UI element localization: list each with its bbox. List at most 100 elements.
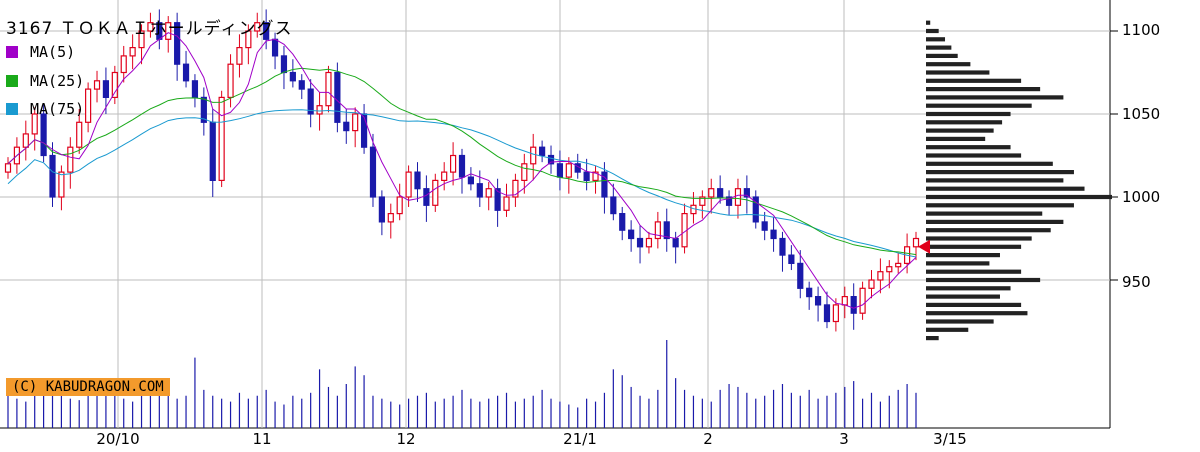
ma5-line [7, 32, 917, 309]
candle-body [280, 55, 288, 74]
profile-bar [926, 253, 1000, 258]
candle-body [263, 22, 270, 40]
candle-body [102, 80, 110, 99]
profile-bar [926, 211, 1043, 216]
candle-body [503, 196, 510, 211]
candle-body [387, 213, 394, 223]
x-tick-label: 3/15 [933, 430, 967, 448]
candle-body [111, 71, 118, 98]
ma75-line [7, 109, 917, 258]
candle-body [182, 63, 190, 82]
candle-body [254, 22, 261, 32]
candle-body [814, 296, 822, 306]
candle-body [645, 237, 653, 248]
candle-body [414, 171, 421, 190]
ma25-line [7, 67, 917, 256]
candle-body [895, 262, 902, 268]
candle-body [76, 121, 83, 148]
profile-bar [926, 45, 952, 50]
candle-body [601, 171, 608, 198]
profile-bar [926, 219, 1064, 224]
candle-body [734, 188, 742, 206]
candle-body [752, 196, 759, 223]
candle-body [512, 179, 519, 198]
profile-bar [926, 87, 1041, 92]
candle-body [147, 22, 154, 32]
candle-body [85, 88, 92, 123]
candle-body [868, 279, 875, 289]
profile-bar [926, 153, 1022, 158]
x-tick-label: 2 [703, 430, 713, 448]
profile-bar [926, 161, 1053, 166]
profile-bar [926, 20, 931, 25]
legend-ma5-swatch [6, 46, 18, 58]
profile-bar [926, 170, 1074, 175]
candle-body [797, 262, 804, 289]
candle-body [699, 196, 706, 206]
legend-ma25-label: MA(25) [30, 72, 85, 90]
x-tick-label: 12 [396, 430, 416, 448]
candle-body [227, 63, 234, 98]
candle-body [334, 71, 341, 123]
candle-body [271, 38, 279, 57]
candle-body [628, 229, 635, 240]
candle-body [22, 133, 29, 148]
candle-body [565, 163, 572, 178]
profile-bar [926, 111, 1011, 117]
legend-ma5: MA(5) [6, 43, 75, 61]
candle-body [129, 46, 136, 57]
y-tick-label: 1000 [1122, 188, 1161, 206]
profile-bar [926, 145, 1011, 150]
candle-body [788, 254, 795, 265]
candle-body [31, 113, 38, 135]
legend-ma5-label: MA(5) [30, 43, 76, 61]
legend-ma25-swatch [6, 75, 18, 87]
candle-body [485, 188, 492, 198]
candle-body [58, 171, 65, 198]
candle-body [396, 196, 403, 215]
candle-body [494, 188, 501, 211]
candle-body [467, 176, 475, 185]
profile-bar [926, 236, 1032, 241]
candle-body [672, 237, 679, 248]
profile-bar [926, 336, 939, 341]
candle-body [636, 237, 644, 248]
candle-body [378, 196, 385, 223]
candle-body [476, 183, 483, 198]
candle-body [850, 296, 857, 314]
candle-body [743, 188, 750, 198]
candle-body [779, 237, 786, 256]
profile-bar [926, 269, 1022, 274]
candle-body [841, 296, 848, 306]
candle-body [325, 71, 332, 107]
candle-body [583, 171, 590, 182]
profile-bar [926, 302, 1022, 307]
y-tick-label: 1100 [1122, 21, 1161, 39]
profile-bar [926, 178, 1064, 183]
profile-bar [926, 327, 969, 332]
profile-bar [926, 53, 958, 58]
candle-body [138, 30, 145, 49]
legend-ma75-swatch [6, 103, 18, 115]
profile-bar [926, 78, 1022, 83]
candle-body [449, 154, 457, 173]
legend-ma75: MA(75) [6, 100, 84, 118]
candle-body [93, 80, 101, 90]
candle-body [521, 163, 528, 182]
candle-body [245, 30, 252, 49]
candle-body [120, 55, 127, 74]
candle-body [298, 80, 305, 90]
candle-body [405, 171, 412, 198]
y-tick-label: 950 [1122, 273, 1151, 291]
y-tick-label: 1050 [1122, 105, 1161, 123]
profile-bar [926, 103, 1032, 108]
candle-body [174, 22, 181, 65]
candle-body [40, 113, 47, 157]
candle-body [859, 287, 866, 314]
candle-body [725, 196, 733, 206]
candle-body [191, 80, 199, 99]
candle-body [360, 113, 368, 148]
candle-body [432, 179, 439, 206]
candle-body [663, 221, 670, 240]
